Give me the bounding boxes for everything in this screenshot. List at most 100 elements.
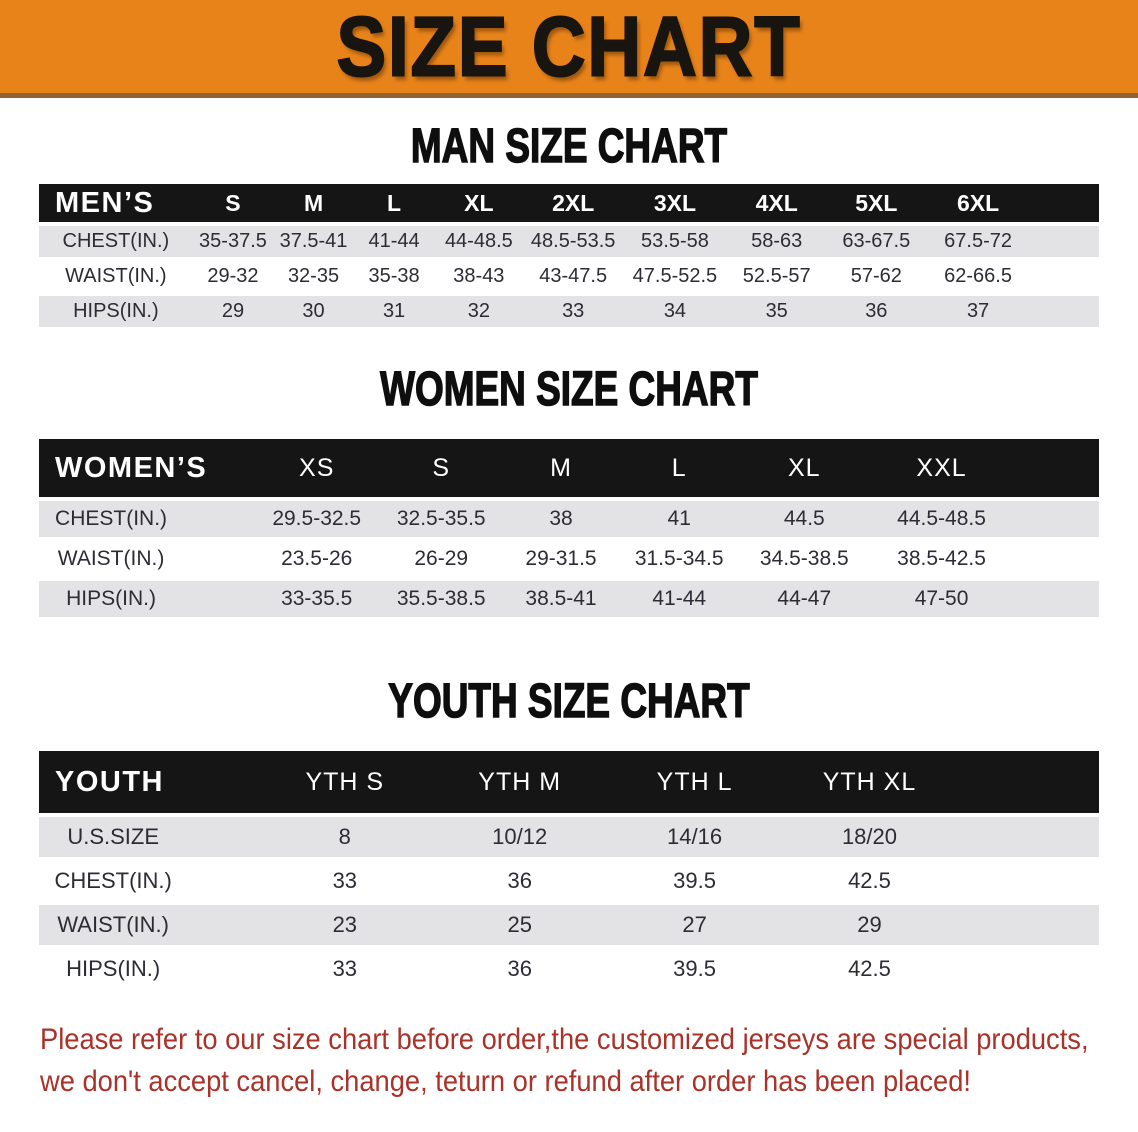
spacer-cell xyxy=(956,751,1099,813)
men-size-table: MEN’S S M L XL 2XL 3XL 4XL 5XL 6XL CHEST… xyxy=(39,180,1099,331)
youth-col-header: YTH S xyxy=(257,751,433,813)
women-col-header: M xyxy=(502,439,620,497)
size-value-cell: 23 xyxy=(257,905,433,945)
measure-label-cell: HIPS(IN.) xyxy=(39,581,254,617)
size-value-cell: 38-43 xyxy=(434,261,524,292)
size-value-cell: 67.5-72 xyxy=(926,226,1030,257)
women-col-header: XXL xyxy=(870,439,1014,497)
disclaimer-line-1: Please refer to our size chart before or… xyxy=(40,1023,1089,1056)
size-value-cell: 43-47.5 xyxy=(523,261,623,292)
table-row: HIPS(IN.) 33-35.5 35.5-38.5 38.5-41 41-4… xyxy=(39,581,1099,617)
women-size-section: WOMEN SIZE CHART WOMEN’S XS S M L XL XXL… xyxy=(0,361,1138,621)
table-row: WAIST(IN.) 29-32 32-35 35-38 38-43 43-47… xyxy=(39,261,1099,292)
spacer-cell xyxy=(956,817,1099,857)
table-row: CHEST(IN.) 29.5-32.5 32.5-35.5 38 41 44.… xyxy=(39,501,1099,537)
measure-label-cell: U.S.SIZE xyxy=(39,817,258,857)
spacer-cell xyxy=(1030,226,1099,257)
spacer-cell xyxy=(1013,541,1099,577)
size-value-cell: 48.5-53.5 xyxy=(523,226,623,257)
size-value-cell: 41-44 xyxy=(619,581,739,617)
size-value-cell: 33 xyxy=(257,949,433,989)
men-col-header: S xyxy=(192,184,274,222)
size-value-cell: 8 xyxy=(257,817,433,857)
size-value-cell: 35 xyxy=(726,296,827,327)
men-col-header: M xyxy=(273,184,354,222)
size-value-cell: 35.5-38.5 xyxy=(380,581,503,617)
size-value-cell: 35-38 xyxy=(353,261,435,292)
size-value-cell: 18/20 xyxy=(782,817,957,857)
spacer-cell xyxy=(956,905,1099,945)
size-value-cell: 42.5 xyxy=(782,949,957,989)
youth-section-heading: YOUTH SIZE CHART xyxy=(388,673,751,729)
women-col-header: L xyxy=(619,439,739,497)
spacer-cell xyxy=(1030,296,1099,327)
youth-table-label: YOUTH xyxy=(39,751,258,813)
size-value-cell: 38.5-41 xyxy=(502,581,620,617)
size-value-cell: 29-32 xyxy=(192,261,274,292)
men-col-header: 2XL xyxy=(523,184,623,222)
size-value-cell: 36 xyxy=(826,296,927,327)
size-value-cell: 62-66.5 xyxy=(926,261,1030,292)
size-value-cell: 44-47 xyxy=(738,581,870,617)
size-value-cell: 10/12 xyxy=(432,817,608,857)
size-value-cell: 42.5 xyxy=(782,861,957,901)
youth-header-row: YOUTH YTH S YTH M YTH L YTH XL xyxy=(39,751,1099,813)
men-section-heading: MAN SIZE CHART xyxy=(410,118,728,174)
youth-col-header: YTH L xyxy=(607,751,783,813)
table-row: CHEST(IN.) 35-37.5 37.5-41 41-44 44-48.5… xyxy=(39,226,1099,257)
size-value-cell: 34 xyxy=(623,296,727,327)
size-value-cell: 32-35 xyxy=(273,261,354,292)
spacer-cell xyxy=(1030,261,1099,292)
size-value-cell: 32.5-35.5 xyxy=(380,501,503,537)
size-value-cell: 31 xyxy=(353,296,435,327)
measure-label-cell: HIPS(IN.) xyxy=(39,296,193,327)
table-row: U.S.SIZE 8 10/12 14/16 18/20 xyxy=(39,817,1099,857)
table-row: HIPS(IN.) 29 30 31 32 33 34 35 36 37 xyxy=(39,296,1099,327)
men-col-header: XL xyxy=(434,184,524,222)
size-value-cell: 33-35.5 xyxy=(253,581,381,617)
size-value-cell: 44.5 xyxy=(738,501,870,537)
table-row: CHEST(IN.) 33 36 39.5 42.5 xyxy=(39,861,1099,901)
measure-label-cell: WAIST(IN.) xyxy=(39,261,193,292)
youth-size-table: YOUTH YTH S YTH M YTH L YTH XL U.S.SIZE … xyxy=(39,747,1099,993)
size-value-cell: 44.5-48.5 xyxy=(870,501,1014,537)
table-row: WAIST(IN.) 23 25 27 29 xyxy=(39,905,1099,945)
men-table-label: MEN’S xyxy=(39,184,193,222)
size-value-cell: 47-50 xyxy=(870,581,1014,617)
measure-label-cell: CHEST(IN.) xyxy=(39,226,193,257)
women-header-row: WOMEN’S XS S M L XL XXL xyxy=(39,439,1099,497)
size-value-cell: 29 xyxy=(782,905,957,945)
size-value-cell: 38.5-42.5 xyxy=(870,541,1014,577)
men-header-row: MEN’S S M L XL 2XL 3XL 4XL 5XL 6XL xyxy=(39,184,1099,222)
size-value-cell: 31.5-34.5 xyxy=(619,541,739,577)
youth-col-header: YTH M xyxy=(432,751,608,813)
size-value-cell: 47.5-52.5 xyxy=(623,261,727,292)
men-col-header: L xyxy=(353,184,435,222)
size-value-cell: 30 xyxy=(273,296,354,327)
size-value-cell: 29 xyxy=(192,296,274,327)
size-value-cell: 29.5-32.5 xyxy=(253,501,381,537)
size-value-cell: 39.5 xyxy=(607,949,783,989)
size-value-cell: 39.5 xyxy=(607,861,783,901)
title-banner: SIZE CHART xyxy=(0,0,1138,98)
size-value-cell: 63-67.5 xyxy=(826,226,927,257)
men-col-header: 5XL xyxy=(826,184,927,222)
size-value-cell: 57-62 xyxy=(826,261,927,292)
size-value-cell: 37 xyxy=(926,296,1030,327)
measure-label-cell: HIPS(IN.) xyxy=(39,949,258,989)
measure-label-cell: CHEST(IN.) xyxy=(39,501,254,537)
table-row: HIPS(IN.) 33 36 39.5 42.5 xyxy=(39,949,1099,989)
size-value-cell: 38 xyxy=(502,501,620,537)
spacer-cell xyxy=(1030,184,1099,222)
spacer-cell xyxy=(1013,581,1099,617)
women-table-label: WOMEN’S xyxy=(39,439,254,497)
spacer-cell xyxy=(956,861,1099,901)
women-size-table: WOMEN’S XS S M L XL XXL CHEST(IN.) 29.5-… xyxy=(39,435,1099,621)
youth-col-header: YTH XL xyxy=(782,751,957,813)
size-value-cell: 36 xyxy=(432,949,608,989)
women-col-header: S xyxy=(380,439,503,497)
size-value-cell: 33 xyxy=(523,296,623,327)
size-value-cell: 33 xyxy=(257,861,433,901)
disclaimer-line-2: we don't accept cancel, change, teturn o… xyxy=(40,1065,971,1098)
size-value-cell: 37.5-41 xyxy=(273,226,354,257)
